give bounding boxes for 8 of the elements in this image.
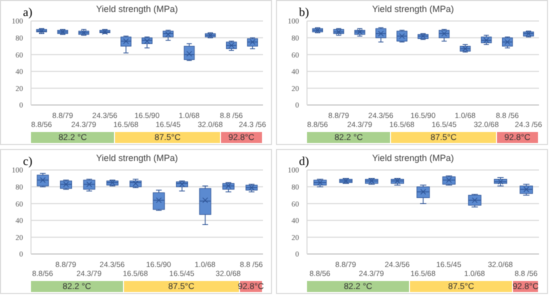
chart-title: Yield strength (MPa) [96,153,178,163]
chart-title: Yield strength (MPa) [372,153,454,163]
text: b) [299,5,309,20]
text: a) [23,5,32,20]
chart-title: Yield strength (MPa) [96,4,178,14]
text: c) [23,154,32,169]
chart-title: Yield strength (MPa) [372,4,454,14]
text: d) [299,154,309,169]
